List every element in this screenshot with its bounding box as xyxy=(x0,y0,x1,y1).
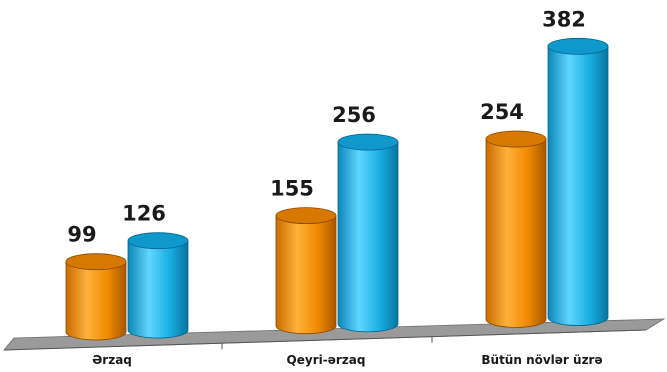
data-label: 155 xyxy=(270,177,314,201)
bar xyxy=(337,133,399,333)
bar-body xyxy=(485,138,547,328)
bar-top xyxy=(485,130,547,148)
category-label: Bütün növlər üzrə xyxy=(481,353,602,367)
data-label: 254 xyxy=(480,100,524,124)
bar-body xyxy=(337,141,399,333)
data-label: 99 xyxy=(67,223,96,247)
bar-body xyxy=(127,240,189,339)
bar-body xyxy=(547,45,609,326)
bar xyxy=(127,232,189,339)
bar xyxy=(485,130,547,328)
data-label: 256 xyxy=(332,103,376,127)
category-label: Ərzaq xyxy=(92,353,132,367)
bar-top xyxy=(547,37,609,55)
bar xyxy=(65,253,127,341)
bar-top xyxy=(65,253,127,271)
bar-top xyxy=(127,232,189,250)
bar-top xyxy=(337,133,399,151)
data-label: 126 xyxy=(122,202,166,226)
bar xyxy=(275,207,337,335)
bar xyxy=(547,37,609,326)
data-label: 382 xyxy=(542,7,586,31)
bar-body xyxy=(275,215,337,335)
bar-body xyxy=(65,261,127,341)
bar-top xyxy=(275,207,337,225)
category-label: Qeyri-ərzaq xyxy=(287,353,366,367)
